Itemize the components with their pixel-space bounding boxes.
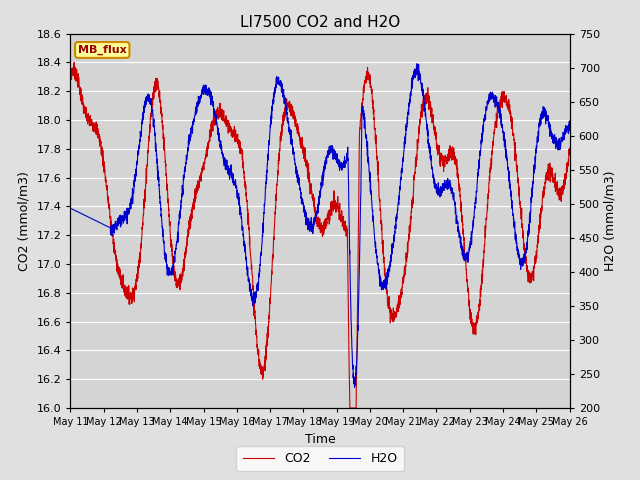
Text: MB_flux: MB_flux bbox=[78, 45, 127, 55]
Legend: CO2, H2O: CO2, H2O bbox=[236, 446, 404, 471]
H2O bbox=[502, 147, 510, 153]
CO2 bbox=[258, 370, 266, 375]
Line: CO2: CO2 bbox=[70, 62, 570, 408]
CO2 bbox=[67, 69, 74, 74]
CO2 bbox=[566, 145, 573, 151]
CO2 bbox=[154, 75, 161, 81]
Title: LI7500 CO2 and H2O: LI7500 CO2 and H2O bbox=[240, 15, 400, 30]
CO2 bbox=[280, 109, 287, 115]
Y-axis label: CO2 (mmol/m3): CO2 (mmol/m3) bbox=[18, 171, 31, 271]
Line: H2O: H2O bbox=[70, 64, 570, 387]
CO2 bbox=[556, 189, 564, 195]
H2O bbox=[67, 205, 74, 211]
H2O bbox=[124, 213, 131, 218]
H2O bbox=[153, 160, 161, 166]
CO2 bbox=[124, 294, 131, 300]
H2O bbox=[258, 241, 266, 247]
H2O bbox=[280, 88, 287, 94]
H2O bbox=[413, 61, 421, 67]
H2O bbox=[556, 146, 564, 152]
H2O bbox=[566, 118, 573, 124]
CO2 bbox=[346, 405, 354, 411]
Y-axis label: H2O (mmol/m3): H2O (mmol/m3) bbox=[604, 170, 617, 271]
X-axis label: Time: Time bbox=[305, 432, 335, 445]
CO2 bbox=[502, 102, 510, 108]
H2O bbox=[351, 384, 358, 390]
CO2 bbox=[70, 60, 78, 65]
